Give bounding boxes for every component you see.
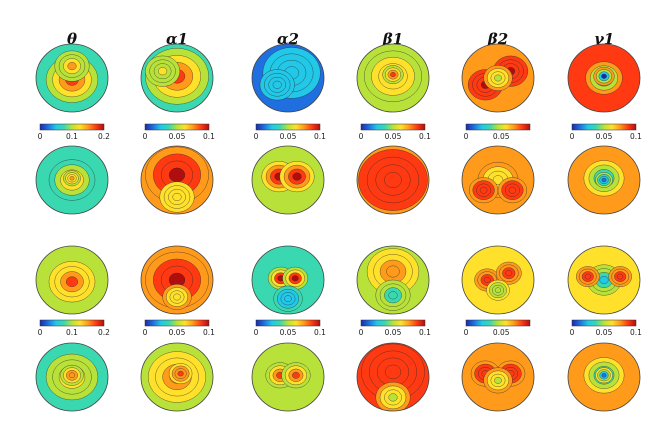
band-title-gamma1: γ1	[593, 30, 615, 48]
colorbar-gradient	[144, 319, 210, 327]
colorbar-tick-label: 0.05	[596, 132, 613, 141]
colorbar-tick-label: 0.2	[98, 328, 110, 337]
colorbar-tick-label: 0	[359, 328, 364, 337]
colorbar-tick-label: 0.1	[314, 328, 326, 337]
colorbar-gradient	[39, 123, 105, 131]
band-title-beta1: β1	[382, 30, 404, 48]
topomap-beta2-row3	[461, 245, 535, 315]
band-title-alpha1: α1	[166, 30, 188, 48]
topomap-theta-row4	[35, 342, 109, 412]
colorbar-gamma1-bottom: 0 0.05 0.1	[570, 319, 642, 337]
colorbar-gradient	[39, 319, 105, 327]
topomap-alpha1-row1	[140, 43, 214, 113]
colorbar-gradient	[360, 123, 426, 131]
colorbar-tick-label: 0	[254, 132, 259, 141]
colorbar-tick-label: 0.05	[280, 132, 297, 141]
topomap-alpha1-row2	[140, 145, 214, 215]
colorbar-tick-label: 0.1	[66, 132, 78, 141]
colorbar-theta-top: 0 0.1 0.2	[38, 123, 110, 141]
topomap-alpha2-row4	[251, 342, 325, 412]
topomap-gamma1-row1	[567, 43, 641, 113]
colorbar-alpha2-bottom: 0 0.05 0.1	[254, 319, 326, 337]
topomap-beta2-row2	[461, 145, 535, 215]
topomap-gamma1-row4	[567, 342, 641, 412]
colorbar-tick-label: 0	[464, 132, 469, 141]
colorbar-tick-label: 0.1	[630, 328, 642, 337]
topomap-beta1-row4	[356, 342, 430, 412]
topomap-beta2-row1	[461, 43, 535, 113]
colorbar-tick-label: 0.05	[385, 328, 402, 337]
colorbar-tick-label: 0.1	[314, 132, 326, 141]
topomap-theta-row3	[35, 245, 109, 315]
colorbar-gradient	[465, 319, 531, 327]
colorbar-gradient	[465, 123, 531, 131]
band-title-beta2: β2	[487, 30, 509, 48]
colorbar-theta-bottom: 0 0.1 0.2	[38, 319, 110, 337]
colorbar-tick-label: 0.05	[596, 328, 613, 337]
colorbar-tick-label: 0	[38, 132, 43, 141]
colorbar-tick-label: 0.05	[169, 132, 186, 141]
colorbar-tick-label: 0.05	[385, 132, 402, 141]
colorbar-gradient	[255, 123, 321, 131]
topomap-theta-row2	[35, 145, 109, 215]
topomap-alpha1-row3	[140, 245, 214, 315]
colorbar-tick-label: 0.05	[280, 328, 297, 337]
colorbar-tick-label: 0	[570, 132, 575, 141]
colorbar-tick-label: 0.2	[98, 132, 110, 141]
topomap-gamma1-row2	[567, 145, 641, 215]
colorbar-tick-label: 0.05	[493, 328, 510, 337]
colorbar-tick-label: 0.1	[419, 132, 431, 141]
colorbar-tick-label: 0.05	[169, 328, 186, 337]
colorbar-beta2-bottom: 0 0.05	[464, 319, 531, 337]
colorbar-gradient	[144, 123, 210, 131]
colorbar-gradient	[571, 319, 637, 327]
topomap-beta1-row3	[356, 245, 430, 315]
topomap-beta1-row1	[356, 43, 430, 113]
colorbar-tick-label: 0.1	[419, 328, 431, 337]
colorbar-tick-label: 0	[464, 328, 469, 337]
topomap-alpha2-row1	[251, 43, 325, 113]
band-title-theta: θ	[66, 30, 77, 48]
colorbar-tick-label: 0	[359, 132, 364, 141]
colorbar-tick-label: 0	[254, 328, 259, 337]
colorbar-tick-label: 0	[570, 328, 575, 337]
colorbar-beta1-top: 0 0.05 0.1	[359, 123, 431, 141]
colorbar-tick-label: 0.1	[203, 132, 215, 141]
colorbar-gamma1-top: 0 0.05 0.1	[570, 123, 642, 141]
colorbar-gradient	[571, 123, 637, 131]
topomap-beta2-row4	[461, 342, 535, 412]
colorbar-alpha1-top: 0 0.05 0.1	[143, 123, 215, 141]
colorbar-beta2-top: 0 0.05	[464, 123, 531, 141]
colorbar-tick-label: 0	[143, 328, 148, 337]
topomap-beta1-row2	[356, 145, 430, 215]
topomap-gamma1-row3	[567, 245, 641, 315]
topomap-alpha2-row2	[251, 145, 325, 215]
topomap-alpha1-row4	[140, 342, 214, 412]
colorbar-tick-label: 0.1	[630, 132, 642, 141]
colorbar-alpha2-top: 0 0.05 0.1	[254, 123, 326, 141]
colorbar-tick-label: 0.05	[493, 132, 510, 141]
colorbar-alpha1-bottom: 0 0.05 0.1	[143, 319, 215, 337]
colorbar-tick-label: 0.1	[203, 328, 215, 337]
band-title-alpha2: α2	[277, 30, 299, 48]
colorbar-beta1-bottom: 0 0.05 0.1	[359, 319, 431, 337]
colorbar-tick-label: 0	[143, 132, 148, 141]
colorbar-gradient	[360, 319, 426, 327]
colorbar-tick-label: 0.1	[66, 328, 78, 337]
topomap-theta-row1	[35, 43, 109, 113]
topomap-alpha2-row3	[251, 245, 325, 315]
colorbar-tick-label: 0	[38, 328, 43, 337]
colorbar-gradient	[255, 319, 321, 327]
